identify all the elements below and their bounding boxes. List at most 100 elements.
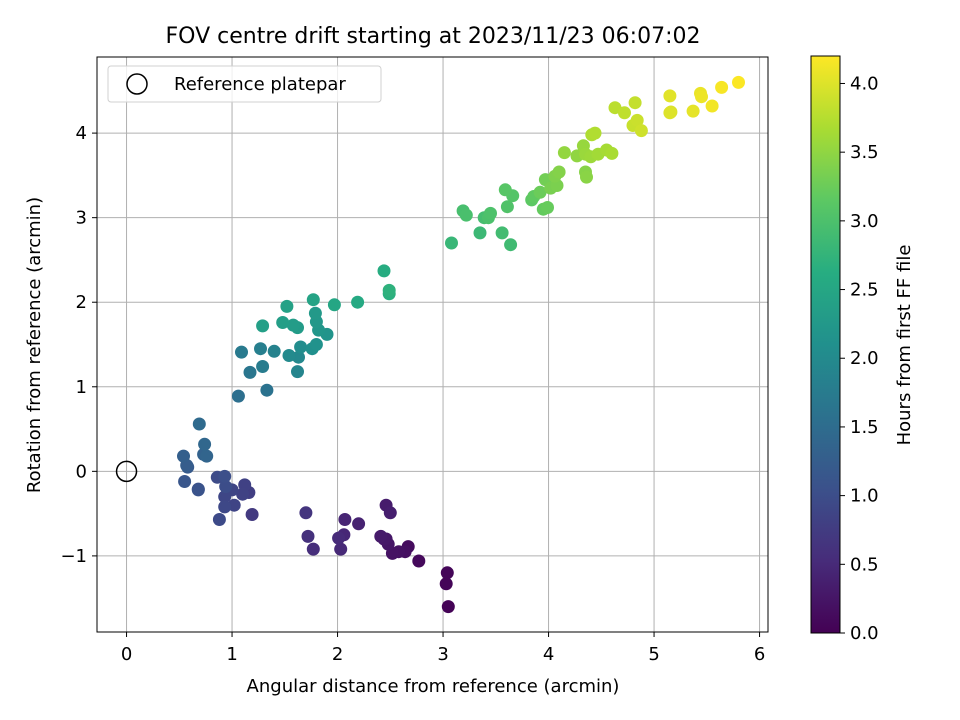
legend: Reference platepar xyxy=(107,65,382,103)
data-point xyxy=(191,483,205,497)
y-tick-label: 4 xyxy=(76,123,87,144)
x-tick-label: 2 xyxy=(332,644,343,665)
x-tick-label: 3 xyxy=(437,644,448,665)
data-point xyxy=(235,345,248,359)
data-point xyxy=(218,500,232,514)
data-point xyxy=(276,316,290,329)
data-point xyxy=(243,365,257,379)
data-point xyxy=(299,506,313,520)
data-point xyxy=(267,344,281,358)
plot-frame xyxy=(96,56,769,633)
data-point xyxy=(294,340,308,354)
data-point xyxy=(351,295,365,309)
data-point xyxy=(286,318,300,332)
x-tick-label: 0 xyxy=(121,644,132,665)
x-tick-label: 1 xyxy=(226,644,237,665)
data-point xyxy=(291,365,304,379)
data-point xyxy=(338,513,352,526)
data-point xyxy=(332,531,346,545)
data-point xyxy=(245,508,259,521)
x-tick-label: 5 xyxy=(648,644,659,665)
x-tick-label: 4 xyxy=(543,644,554,665)
reference-point xyxy=(115,460,138,483)
data-point xyxy=(630,113,644,127)
colorbar-tick-label: 0.0 xyxy=(850,623,879,644)
data-point xyxy=(306,293,320,307)
data-point xyxy=(212,513,226,526)
data-point xyxy=(663,89,677,103)
data-point xyxy=(533,185,547,199)
grid-lines xyxy=(97,57,768,632)
data-point xyxy=(178,475,192,488)
colorbar-tick-label: 0.5 xyxy=(850,554,879,575)
data-point xyxy=(580,170,593,184)
colorbar-ticks: 0.0 0.5 1.0 1.5 2.0 2.5 3.0 3.5 4.0 xyxy=(840,73,879,644)
y-axis-label: Rotation from reference (arcmin) xyxy=(24,197,45,493)
data-point xyxy=(309,338,323,351)
y-tick-label: −1 xyxy=(60,546,87,567)
data-points xyxy=(177,75,745,614)
data-point xyxy=(552,165,566,179)
data-point xyxy=(705,99,719,113)
data-point xyxy=(256,319,270,333)
data-point xyxy=(218,490,232,504)
data-point xyxy=(282,349,296,362)
colorbar-tick-label: 2.0 xyxy=(850,348,879,369)
data-point xyxy=(498,183,512,197)
data-point xyxy=(198,437,212,451)
data-point xyxy=(686,104,700,118)
y-tick-label: 3 xyxy=(76,208,87,229)
data-point xyxy=(382,283,396,297)
data-point xyxy=(374,529,388,543)
data-point xyxy=(231,389,245,403)
data-point xyxy=(541,201,554,214)
data-point xyxy=(628,96,642,110)
legend-entry-reference: Reference platepar xyxy=(174,74,346,95)
data-point xyxy=(504,238,518,252)
colorbar-tick-label: 2.5 xyxy=(850,280,879,301)
data-point xyxy=(732,75,745,89)
data-point xyxy=(377,264,391,278)
y-tick-label: 1 xyxy=(76,377,87,398)
y-tick-label: 0 xyxy=(76,461,87,482)
data-point xyxy=(256,360,270,373)
data-point xyxy=(200,449,214,463)
chart-title: FOV centre drift starting at 2023/11/23 … xyxy=(166,24,701,49)
colorbar-tick-label: 3.0 xyxy=(850,211,879,232)
colorbar-tick-label: 3.5 xyxy=(850,142,879,163)
data-point xyxy=(695,90,708,104)
data-point xyxy=(441,600,455,614)
data-point xyxy=(352,517,366,531)
data-point xyxy=(459,208,473,222)
data-point xyxy=(445,236,458,250)
data-point xyxy=(634,124,648,138)
data-point xyxy=(618,106,631,120)
y-axis-ticks: −1 0 1 2 3 4 xyxy=(60,123,97,567)
data-point xyxy=(260,383,274,397)
data-point xyxy=(327,298,341,312)
legend-box xyxy=(107,65,382,103)
data-point xyxy=(440,566,454,580)
colorbar-tick-label: 1.5 xyxy=(850,417,879,438)
x-tick-label: 6 xyxy=(754,644,765,665)
data-point xyxy=(334,542,348,556)
reference-marker xyxy=(115,460,138,483)
data-point xyxy=(219,480,233,494)
data-point xyxy=(557,146,571,160)
x-axis-ticks: 0 1 2 3 4 5 6 xyxy=(121,632,765,665)
data-point xyxy=(254,342,267,356)
data-point xyxy=(715,80,729,94)
x-axis-label: Angular distance from reference (arcmin) xyxy=(247,676,620,697)
data-point xyxy=(439,577,453,591)
colorbar xyxy=(810,55,841,634)
data-point xyxy=(280,299,294,313)
legend-marker-reference xyxy=(126,73,148,95)
data-point xyxy=(473,226,487,240)
data-point xyxy=(608,101,622,115)
y-tick-label: 2 xyxy=(76,292,87,313)
colorbar-tick-label: 1.0 xyxy=(850,486,879,507)
data-point xyxy=(605,146,619,160)
data-point xyxy=(308,306,322,320)
data-point xyxy=(495,226,509,240)
